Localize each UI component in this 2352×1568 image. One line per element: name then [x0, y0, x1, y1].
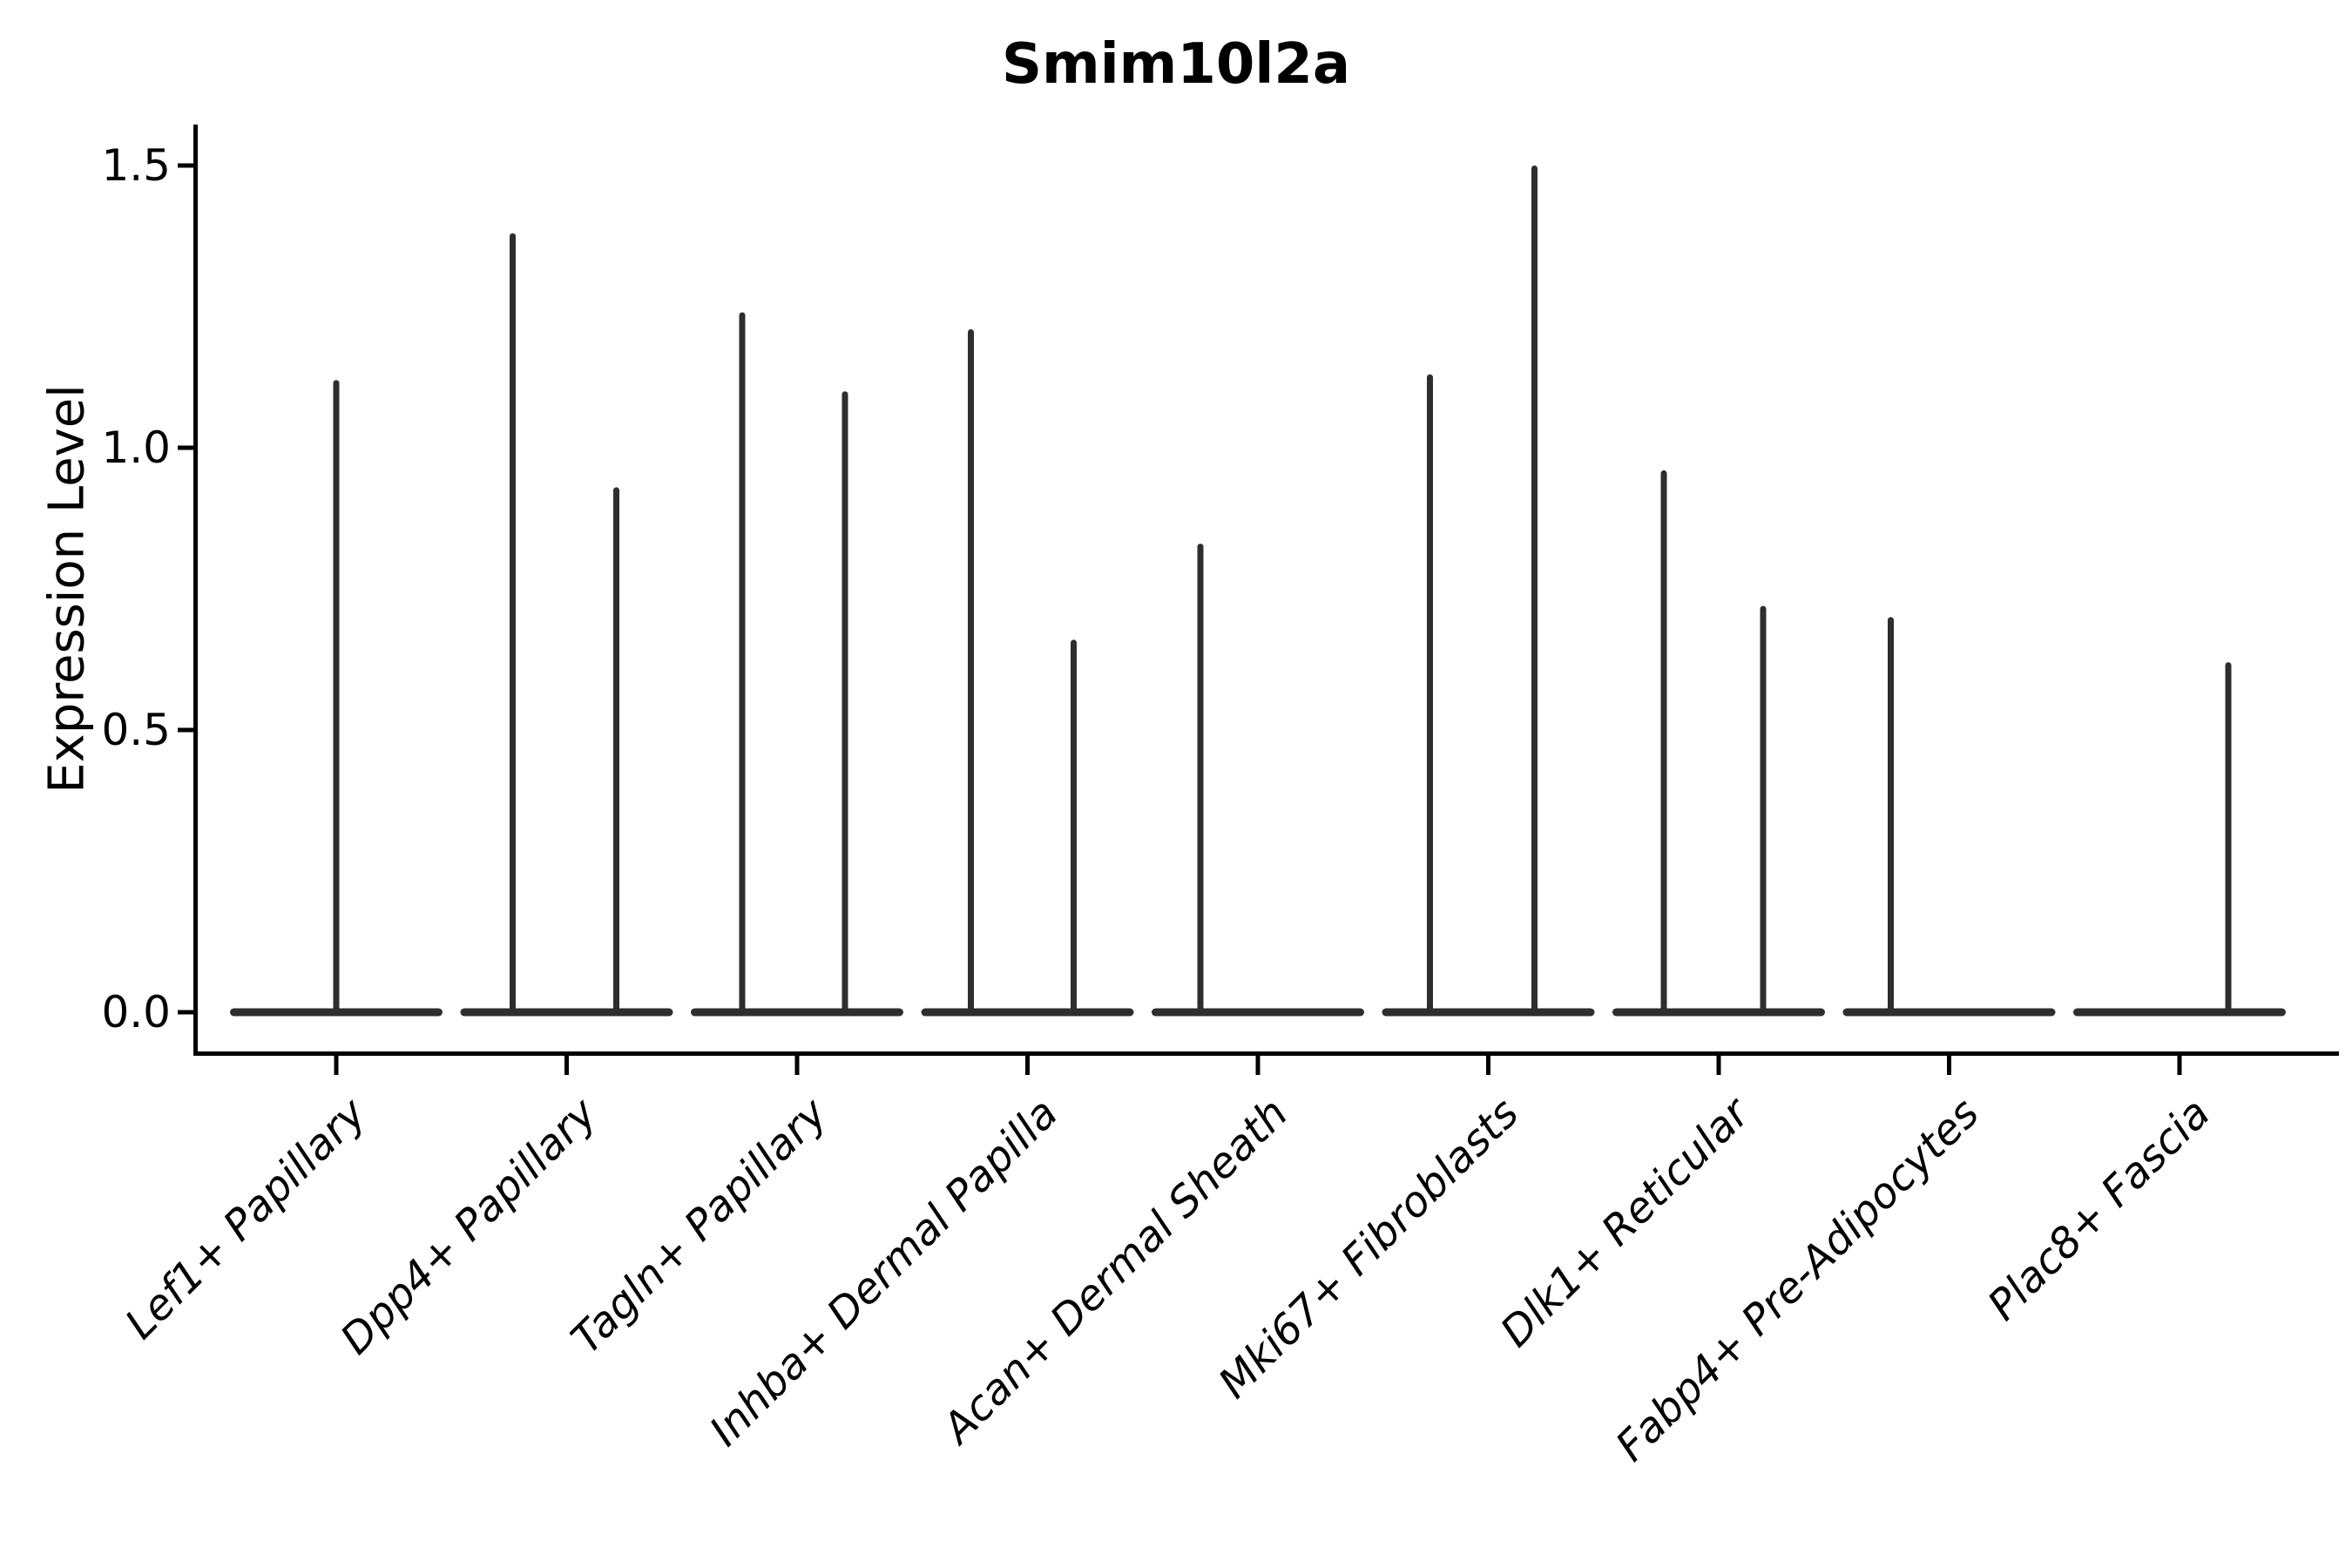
y-tick-label: 1.5 — [101, 140, 171, 191]
x-tick-mark — [1486, 1056, 1490, 1075]
violin-base — [1152, 1008, 1364, 1017]
violin-base — [1382, 1008, 1595, 1017]
y-tick-label: 1.0 — [101, 422, 171, 473]
y-tick-label: 0.5 — [101, 705, 171, 755]
y-axis-label: Expression Level — [38, 384, 96, 794]
x-tick-mark — [564, 1056, 569, 1075]
y-tick-label: 0.0 — [101, 987, 171, 1037]
x-tick-mark — [1255, 1056, 1260, 1075]
x-tick-mark — [1716, 1056, 1721, 1075]
violin-spike — [1197, 544, 1204, 1015]
y-axis-spine — [193, 125, 198, 1056]
violin-spike — [739, 312, 746, 1016]
violin-spike — [1071, 639, 1077, 1015]
y-tick-mark — [178, 445, 193, 450]
violin-spike — [510, 233, 516, 1015]
x-tick-mark — [1947, 1056, 1951, 1075]
x-tick-mark — [1025, 1056, 1030, 1075]
y-tick-mark — [178, 1010, 193, 1015]
violin-spike — [968, 328, 974, 1015]
x-tick-mark — [2177, 1056, 2182, 1075]
y-tick-mark — [178, 727, 193, 733]
violin-base — [1612, 1008, 1825, 1017]
violin-base — [2073, 1008, 2286, 1017]
violin-spike — [2225, 662, 2232, 1015]
violin-spike — [1531, 166, 1538, 1015]
violin-spike — [841, 391, 848, 1015]
violin-spike — [1760, 605, 1767, 1015]
y-tick-mark — [178, 163, 193, 168]
violin-spike — [613, 487, 619, 1015]
violin-base — [691, 1008, 903, 1017]
violin-spike — [1427, 374, 1433, 1015]
chart-title: Smim10l2a — [1001, 32, 1351, 97]
violin-base — [460, 1008, 673, 1017]
x-tick-mark — [794, 1056, 800, 1075]
violin-spike — [1660, 470, 1667, 1015]
violin-spike — [333, 380, 340, 1015]
violin-base — [921, 1008, 1134, 1017]
x-axis-spine — [193, 1051, 2339, 1056]
violin-spike — [1888, 617, 1894, 1015]
violin-base — [1842, 1008, 2056, 1017]
x-tick-mark — [334, 1056, 339, 1075]
